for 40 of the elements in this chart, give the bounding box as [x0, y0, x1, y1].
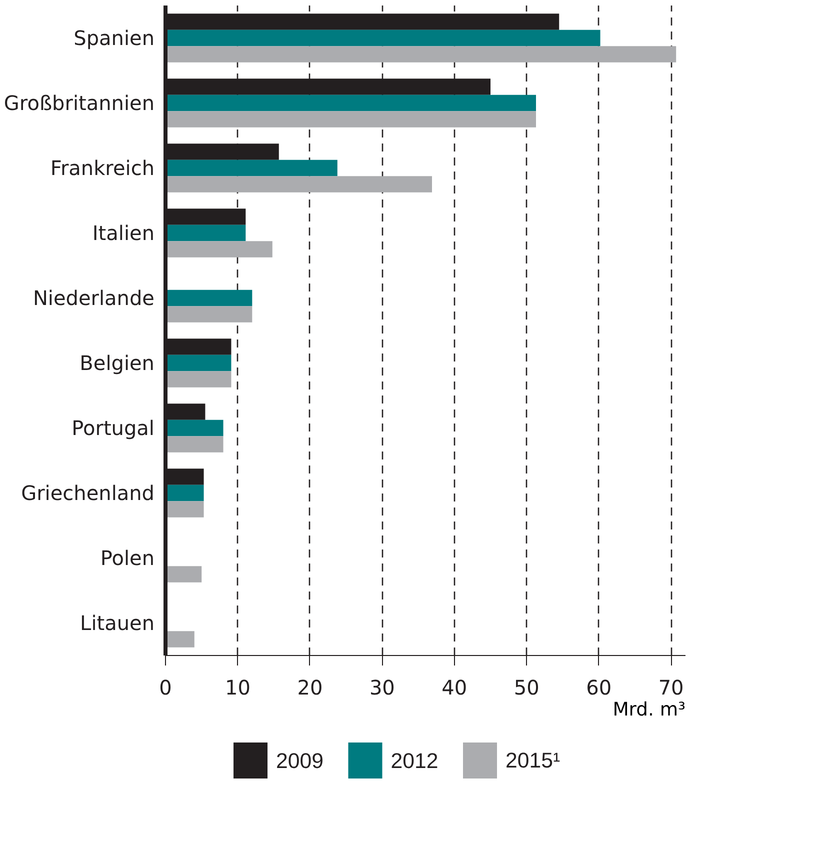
x-tick-label: 20 — [297, 676, 323, 700]
y-tick-label: Frankreich — [50, 156, 155, 180]
x-tick-label: 10 — [225, 676, 250, 700]
bar — [166, 354, 232, 372]
bar — [166, 160, 338, 176]
x-tick-label: 70 — [658, 676, 684, 700]
y-tick-label: Niederlande — [32, 286, 155, 310]
bar — [166, 111, 536, 128]
x-axis-title: Mrd. m³ — [612, 700, 686, 720]
y-tick-label: Belgien — [80, 351, 155, 375]
y-tick-label: Polen — [100, 546, 155, 570]
bar — [166, 436, 224, 452]
y-tick-label: Litauen — [80, 611, 154, 635]
bar — [166, 484, 204, 502]
x-tick-label: 30 — [369, 676, 395, 700]
x-tick-label: 0 — [159, 676, 172, 700]
y-tick-label: Griechenland — [21, 481, 155, 505]
bar — [166, 94, 536, 112]
bar — [166, 241, 272, 258]
x-tick-label: 40 — [442, 676, 468, 700]
bar — [166, 631, 194, 648]
bar — [166, 306, 252, 322]
bar — [166, 290, 252, 306]
bar — [166, 46, 676, 62]
y-tick-label: Spanien — [74, 26, 154, 50]
legend-label: 2012 — [390, 749, 438, 773]
y-tick-label: Großbritannien — [4, 91, 154, 115]
bar — [166, 30, 600, 46]
legend-label: 2015¹ — [506, 748, 560, 772]
bar — [166, 371, 232, 388]
legend-label: 2009 — [276, 749, 324, 773]
x-tick-label: 50 — [514, 676, 540, 700]
y-tick-label: Italien — [92, 221, 155, 245]
bar — [166, 566, 202, 582]
bar — [166, 224, 246, 242]
bar — [166, 176, 432, 192]
x-tick-label: 60 — [586, 676, 612, 700]
bar — [166, 420, 224, 436]
bar — [166, 501, 204, 518]
y-tick-label: Portugal — [72, 416, 155, 440]
